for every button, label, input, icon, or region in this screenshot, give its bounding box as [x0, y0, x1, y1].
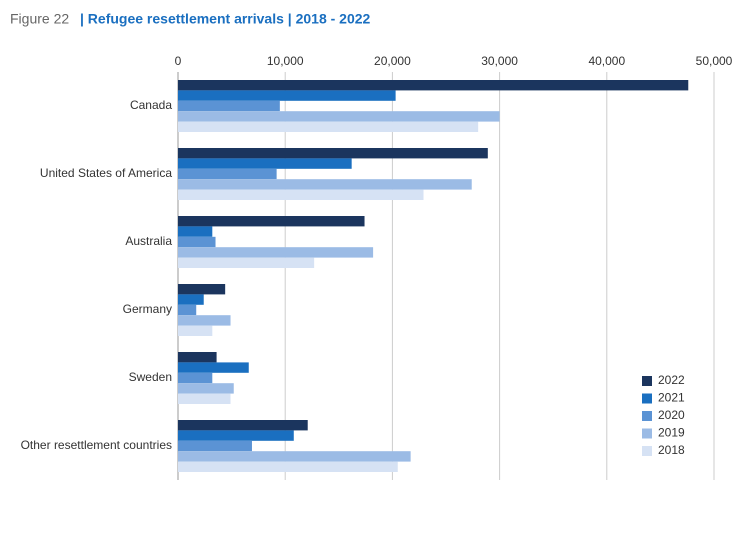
- bar: [178, 352, 217, 363]
- y-tick-label: Canada: [130, 98, 172, 112]
- bar: [178, 121, 479, 132]
- bar: [178, 284, 226, 295]
- x-tick-label: 0: [175, 54, 182, 68]
- bar: [178, 304, 197, 316]
- y-tick-label: Sweden: [129, 370, 172, 384]
- bar: [178, 111, 500, 122]
- legend-label: 2019: [658, 426, 685, 440]
- x-tick-label: 40,000: [588, 54, 625, 68]
- bar: [178, 100, 280, 112]
- bar: [178, 461, 398, 472]
- y-tick-label: Australia: [125, 234, 172, 248]
- bar: [178, 372, 213, 384]
- bar: [178, 383, 234, 394]
- bar: [178, 451, 411, 462]
- x-tick-label: 10,000: [267, 54, 304, 68]
- bar: [178, 247, 374, 258]
- bar: [178, 226, 213, 237]
- bar: [178, 393, 231, 404]
- bar: [178, 257, 315, 268]
- bar: [178, 148, 488, 159]
- x-tick-label: 20,000: [374, 54, 411, 68]
- bar: [178, 90, 396, 101]
- bar: [178, 80, 689, 91]
- legend-swatch: [642, 376, 652, 386]
- legend-label: 2022: [658, 373, 685, 387]
- y-tick-label: Other resettlement countries: [21, 438, 172, 452]
- bar: [178, 420, 308, 431]
- y-tick-label: United States of America: [40, 166, 172, 180]
- bar: [178, 430, 294, 441]
- bar: [178, 216, 365, 227]
- bar: [178, 189, 424, 200]
- bar: [178, 440, 252, 452]
- bar: [178, 325, 213, 336]
- x-tick-label: 30,000: [481, 54, 518, 68]
- y-tick-label: Germany: [123, 302, 172, 316]
- x-tick-label: 50,000: [696, 54, 733, 68]
- bar: [178, 362, 249, 373]
- bar: [178, 294, 204, 305]
- chart-title: | Refugee resettlement arrivals | 2018 -…: [80, 11, 371, 27]
- bar: [178, 236, 216, 248]
- legend-swatch: [642, 446, 652, 456]
- bar: [178, 179, 472, 190]
- legend-label: 2020: [658, 408, 685, 422]
- legend-swatch: [642, 393, 652, 404]
- legend-label: 2021: [658, 391, 685, 405]
- legend-swatch: [642, 411, 652, 421]
- legend-swatch: [642, 428, 652, 439]
- bar: [178, 315, 231, 326]
- bar: [178, 158, 352, 169]
- bar: [178, 168, 277, 180]
- legend-label: 2018: [658, 443, 685, 457]
- figure-label: Figure 22: [10, 11, 69, 27]
